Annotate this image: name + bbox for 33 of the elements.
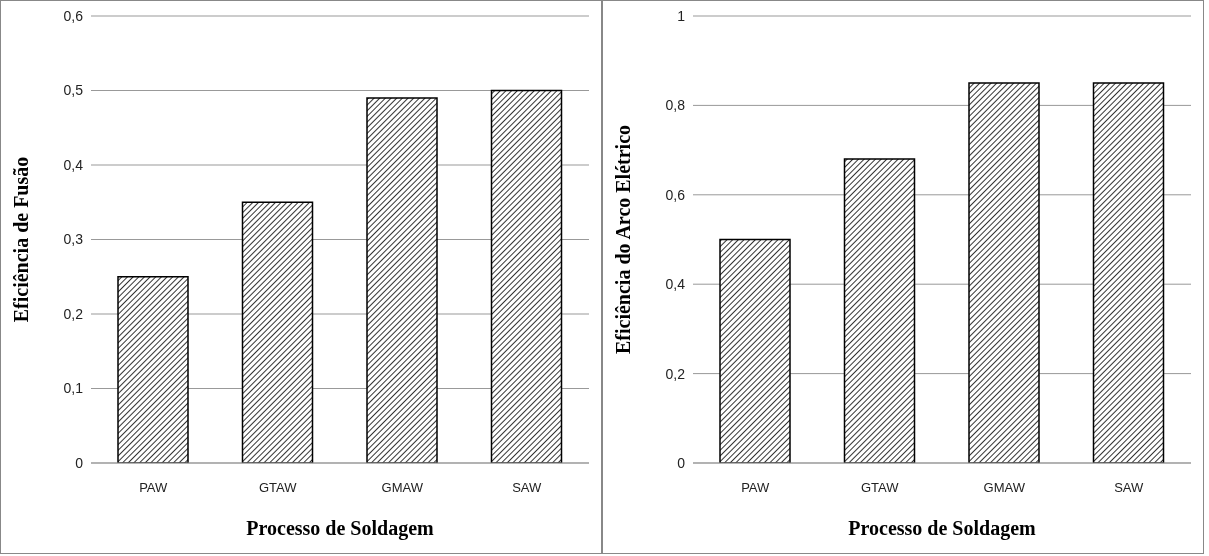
bar [719,238,791,463]
y-axis-title: Eficiência de Fusão [10,156,33,323]
y-tick-label: 0,5 [63,82,84,99]
bar [366,97,438,463]
bar [1092,82,1165,463]
y-tick-label: 0,8 [665,97,686,114]
x-tick-label: PAW [741,480,771,496]
x-tick-label: SAW [1114,480,1145,496]
x-axis-title: Processo de Soldagem [848,517,1037,540]
y-tick-label: 0,6 [63,7,84,24]
x-tick-label: GTAW [860,480,900,496]
x-tick-label: SAW [512,480,543,496]
y-tick-label: 0 [75,454,84,471]
y-tick-label: 0,6 [665,186,686,203]
y-tick-label: 0,4 [665,276,686,293]
bar [843,158,916,463]
y-tick-label: 0,4 [63,156,84,173]
y-tick-label: 0,2 [665,365,686,382]
x-tick-label: GMAW [983,480,1026,496]
x-tick-label: GTAW [258,480,298,496]
y-axis-title: Eficiência do Arco Elétrico [612,124,635,355]
y-tick-label: 0,3 [63,231,84,248]
x-tick-label: PAW [139,480,169,496]
bar [117,276,189,463]
bar [490,89,563,463]
y-tick-label: 1 [677,7,686,24]
y-tick-label: 0,2 [63,305,84,322]
bar [241,201,314,463]
x-axis-title: Processo de Soldagem [246,517,435,540]
y-tick-label: 0,1 [63,380,84,397]
x-tick-label: GMAW [381,480,424,496]
bar [968,82,1040,463]
y-tick-label: 0 [677,454,686,471]
